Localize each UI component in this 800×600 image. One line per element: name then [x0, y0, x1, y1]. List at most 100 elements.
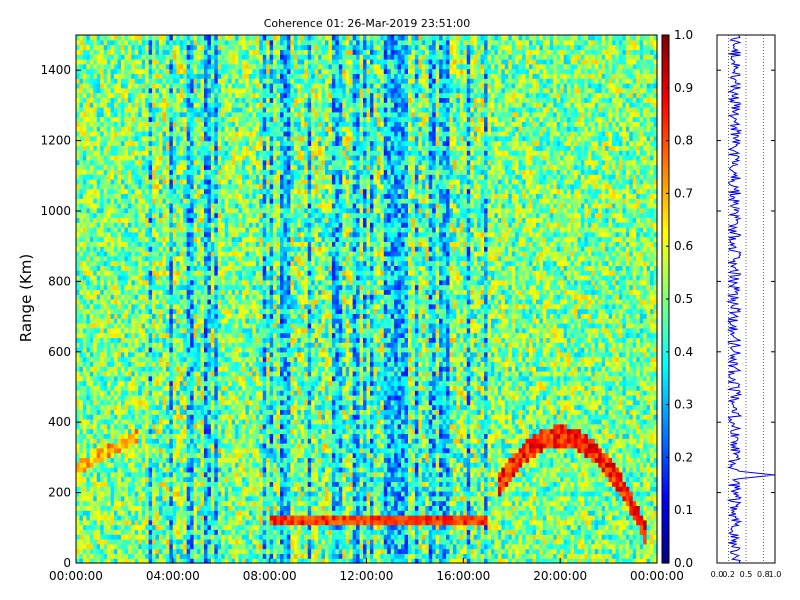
- heatmap-cell: [190, 212, 195, 218]
- heatmap-cell: [162, 313, 167, 319]
- heatmap-cell: [221, 164, 226, 170]
- heatmap-cell: [200, 54, 205, 60]
- heatmap-cell: [210, 395, 215, 401]
- heatmap-cell: [148, 231, 153, 238]
- heatmap-cell: [82, 471, 87, 478]
- heatmap-cell: [145, 164, 150, 170]
- heatmap-cell: [179, 159, 184, 166]
- heatmap-cell: [179, 515, 184, 521]
- heatmap-cell: [155, 303, 160, 310]
- heatmap-cell: [193, 63, 198, 70]
- heatmap-cell: [110, 284, 115, 290]
- heatmap-cell: [224, 399, 229, 406]
- heatmap-cell: [228, 126, 233, 132]
- heatmap-cell: [183, 207, 188, 214]
- heatmap-cell: [89, 260, 94, 266]
- heatmap-cell: [193, 73, 198, 79]
- heatmap-cell: [217, 543, 222, 550]
- heatmap-cell: [103, 83, 108, 89]
- heatmap-cell: [93, 486, 98, 492]
- heatmap-cell: [152, 78, 157, 84]
- heatmap-cell: [162, 351, 167, 358]
- heatmap-cell: [114, 447, 119, 454]
- heatmap-cell: [110, 433, 115, 439]
- heatmap-cell: [76, 255, 81, 262]
- heatmap-cell: [179, 63, 184, 70]
- heatmap-cell: [176, 231, 181, 238]
- heatmap-cell: [100, 44, 105, 50]
- heatmap-cell: [107, 510, 112, 516]
- heatmap-cell: [82, 83, 87, 89]
- heatmap-cell: [138, 524, 143, 530]
- heatmap-cell: [207, 111, 212, 118]
- heatmap-cell: [159, 169, 164, 175]
- heatmap-cell: [221, 500, 226, 506]
- heatmap-cell: [82, 174, 87, 180]
- heatmap-cell: [179, 428, 184, 434]
- heatmap-cell: [86, 457, 91, 463]
- heatmap-cell: [148, 543, 153, 550]
- heatmap-cell: [93, 35, 98, 41]
- heatmap-cell: [200, 63, 205, 70]
- heatmap-cell: [207, 140, 212, 146]
- heatmap-cell: [228, 164, 233, 170]
- heatmap-cell: [193, 467, 198, 473]
- heatmap-cell: [152, 505, 157, 511]
- heatmap-cell: [186, 275, 191, 281]
- heatmap-cell: [124, 318, 129, 324]
- heatmap-cell: [114, 351, 119, 358]
- heatmap-cell: [228, 452, 233, 458]
- heatmap-cell: [207, 323, 212, 329]
- heatmap-cell: [79, 529, 84, 535]
- heatmap-cell: [155, 236, 160, 242]
- heatmap-cell: [96, 371, 101, 377]
- heatmap-cell: [79, 39, 84, 46]
- heatmap-cell: [197, 164, 202, 170]
- heatmap-cell: [79, 539, 84, 545]
- heatmap-cell: [165, 183, 170, 190]
- heatmap-cell: [200, 371, 205, 377]
- heatmap-cell: [127, 390, 132, 396]
- heatmap-cell: [82, 279, 87, 286]
- heatmap-cell: [221, 491, 226, 497]
- heatmap-cell: [200, 433, 205, 439]
- heatmap-cell: [165, 323, 170, 329]
- heatmap-cell: [169, 491, 174, 497]
- heatmap-cell: [162, 44, 167, 50]
- heatmap-cell: [228, 145, 233, 151]
- heatmap-cell: [96, 539, 101, 545]
- heatmap-cell: [176, 97, 181, 103]
- heatmap-cell: [148, 87, 153, 94]
- heatmap-cell: [96, 428, 101, 434]
- heatmap-cell: [217, 227, 222, 233]
- heatmap-cell: [221, 174, 226, 180]
- heatmap-cell: [89, 145, 94, 151]
- heatmap-cell: [214, 404, 219, 410]
- heatmap-cell: [214, 318, 219, 324]
- heatmap-cell: [186, 303, 191, 310]
- heatmap-cell: [145, 462, 150, 468]
- heatmap-cell: [190, 390, 195, 396]
- heatmap-cell: [210, 260, 215, 266]
- heatmap-cell: [169, 390, 174, 396]
- heatmap-cell: [172, 443, 177, 449]
- heatmap-cell: [193, 524, 198, 530]
- heatmap-cell: [217, 467, 222, 473]
- heatmap-cell: [224, 375, 229, 382]
- heatmap-cell: [214, 246, 219, 252]
- heatmap-cell: [138, 68, 143, 74]
- heatmap-cell: [114, 251, 119, 257]
- heatmap-cell: [190, 481, 195, 487]
- heatmap-cell: [176, 140, 181, 146]
- heatmap-cell: [214, 111, 219, 118]
- heatmap-cell: [179, 457, 184, 463]
- heatmap-cell: [190, 313, 195, 319]
- heatmap-cell: [114, 419, 119, 425]
- heatmap-cell: [183, 323, 188, 329]
- heatmap-cell: [96, 486, 101, 492]
- heatmap-cell: [169, 443, 174, 449]
- heatmap-cell: [148, 433, 153, 439]
- heatmap-cell: [93, 183, 98, 190]
- heatmap-cell: [228, 361, 233, 367]
- heatmap-cell: [100, 404, 105, 410]
